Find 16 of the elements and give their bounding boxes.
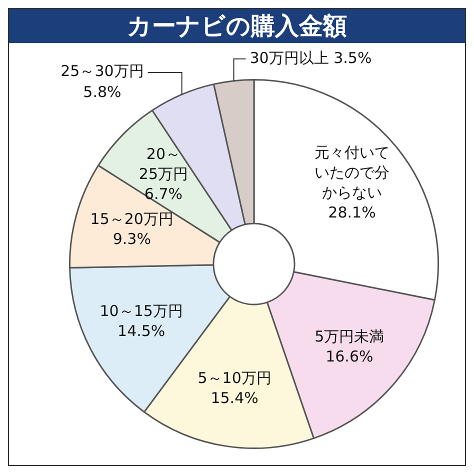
slice-label: 5万円未満 <box>314 327 384 346</box>
data-label: 5.8% <box>83 82 122 101</box>
data-label: 16.6% <box>326 347 374 366</box>
slice-label: 20～25万円 <box>138 145 188 184</box>
slice-label: 30万円以上 3.5% <box>250 48 372 67</box>
slice-label: 10～15万円 <box>100 302 183 320</box>
data-label: 28.1% <box>328 203 376 222</box>
slice-label: 5～10万円 <box>198 369 272 388</box>
data-label: 14.5% <box>118 322 166 340</box>
data-label: 6.7% <box>144 185 183 204</box>
data-label: 9.3% <box>112 230 151 248</box>
slice-label: 25～30万円 <box>60 62 144 80</box>
slice-label: 15～20万円 <box>90 210 174 228</box>
chart-title: カーナビの購入金額 <box>9 9 465 43</box>
slice-label: 元々付いていたので分からない <box>314 143 390 202</box>
data-label: 15.4% <box>210 389 258 408</box>
